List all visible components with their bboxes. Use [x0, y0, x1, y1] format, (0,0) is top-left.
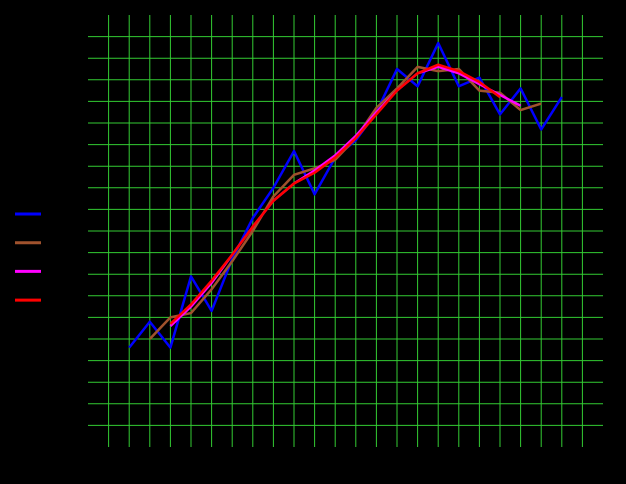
series-line: [169, 63, 501, 325]
